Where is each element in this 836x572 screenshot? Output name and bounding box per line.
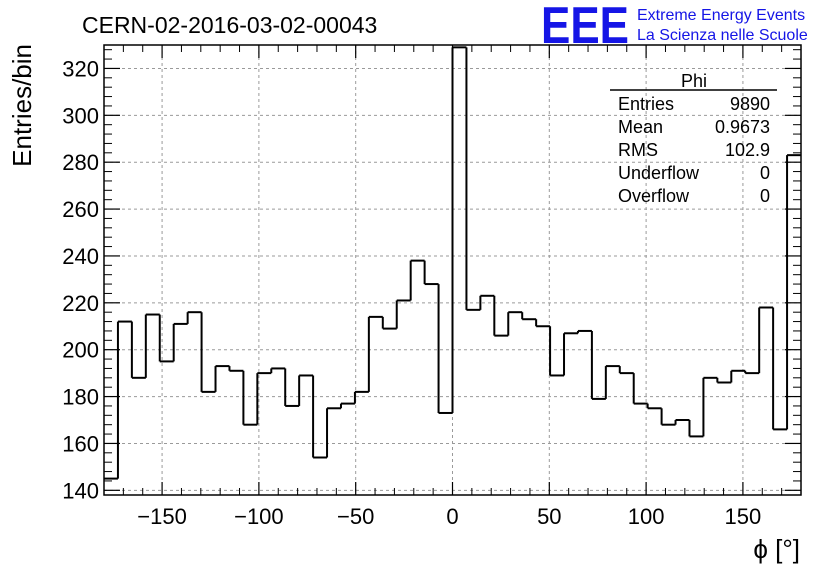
y-tick-label: 200 (62, 338, 99, 363)
y-tick-label: 320 (62, 56, 99, 81)
histogram-bars (104, 46, 801, 480)
stats-row-label: Overflow (618, 186, 690, 206)
y-tick-label: 140 (62, 478, 99, 503)
stats-row-value: 102.9 (725, 140, 770, 160)
x-tick-label: −150 (137, 504, 187, 529)
y-tick-label: 160 (62, 431, 99, 456)
y-tick-label: 260 (62, 197, 99, 222)
x-tick-label: −100 (234, 504, 284, 529)
x-tick-label: 100 (628, 504, 665, 529)
y-tick-label: 280 (62, 150, 99, 175)
eee-logo: EEE Extreme Energy Events La Scienza nel… (541, 0, 808, 55)
x-tick-label: −50 (337, 504, 374, 529)
eee-logo-mark: EEE (541, 0, 629, 55)
y-tick-labels: 140 160 180 200 220 240 260 280 300 320 (62, 56, 99, 503)
eee-logo-line2: La Scienza nelle Scuole (637, 27, 808, 44)
axis-ticks (103, 45, 802, 495)
stats-row-label: RMS (618, 140, 658, 160)
stats-row-value: 0.9673 (715, 117, 770, 137)
stats-title: Phi (681, 71, 707, 91)
x-axis-title: ϕ [°] (753, 534, 800, 564)
stats-row-label: Entries (618, 94, 674, 114)
chart-title: CERN-02-2016-03-02-00043 (82, 12, 377, 38)
y-tick-label: 180 (62, 385, 99, 410)
eee-logo-line1: Extreme Energy Events (637, 7, 805, 24)
stats-row-value: 0 (760, 163, 770, 183)
stats-rows: Entries 9890 Mean 0.9673 RMS 102.9 Underflow 0 O… (618, 94, 770, 206)
y-tick-label: 240 (62, 244, 99, 269)
x-tick-labels: −150 −100 −50 0 50 100 150 (137, 504, 761, 529)
stats-row-label: Underflow (618, 163, 700, 183)
stats-row-value: 9890 (730, 94, 770, 114)
y-tick-label: 300 (62, 103, 99, 128)
y-tick-label: 220 (62, 291, 99, 316)
x-tick-label: 0 (446, 504, 458, 529)
stats-box: Phi Entries 9890 Mean 0.9673 RMS 102.9 Underfl… (610, 71, 777, 206)
stats-row-value: 0 (760, 186, 770, 206)
y-axis-title: Entries/bin (7, 44, 37, 167)
x-tick-label: 50 (537, 504, 561, 529)
x-tick-label: 150 (725, 504, 762, 529)
stats-row-label: Mean (618, 117, 663, 137)
